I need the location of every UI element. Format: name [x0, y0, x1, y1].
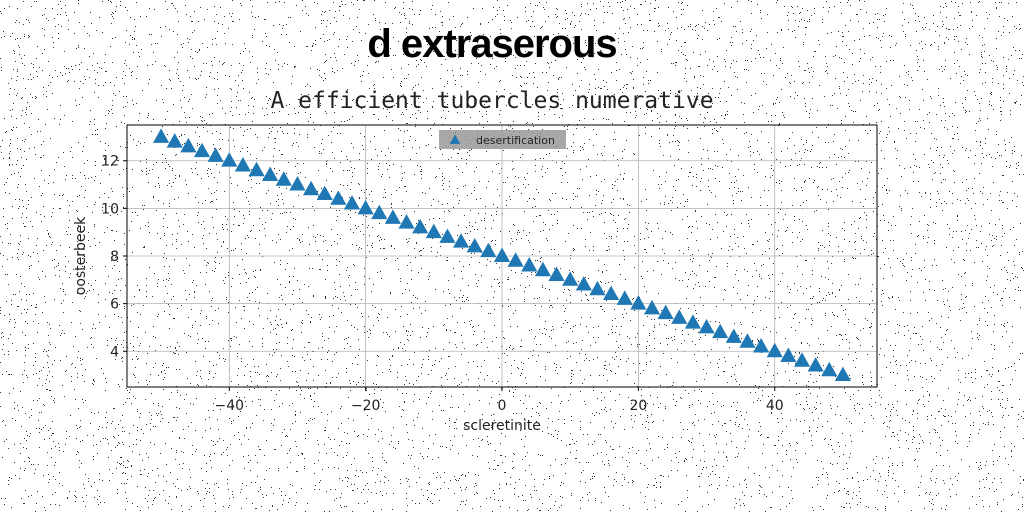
y-tick-label: 10: [101, 201, 119, 217]
data-point: [275, 171, 292, 186]
data-point: [521, 257, 538, 272]
data-point: [193, 142, 211, 158]
legend-marker-triangle-icon: [449, 134, 461, 144]
data-point: [439, 228, 456, 243]
data-point: [507, 252, 524, 267]
data-point: [357, 199, 374, 215]
data-point: [412, 218, 429, 234]
data-point: [303, 180, 320, 196]
data-point: [807, 357, 824, 372]
y-axis-label: oosterbeek: [73, 216, 89, 295]
data-point: [603, 285, 620, 301]
x-tick-label: 0: [498, 398, 507, 414]
y-tick-label: 6: [110, 297, 119, 313]
x-tick-label: 40: [766, 398, 784, 414]
data-point: [712, 323, 729, 339]
x-tick-label: 20: [629, 398, 647, 414]
data-point: [248, 161, 265, 177]
data-point: [575, 276, 592, 291]
data-point: [221, 152, 238, 167]
data-point: [330, 190, 347, 205]
data-point: [766, 342, 783, 358]
data-point: [166, 133, 183, 148]
y-tick-label: 4: [110, 344, 119, 360]
data-point: [684, 314, 701, 329]
data-point: [398, 214, 415, 229]
data-point: [834, 366, 851, 382]
data-point: [262, 166, 279, 181]
data-point: [589, 280, 606, 296]
axis-ticks: −40 −20 0 20 40 4 6 8 10 12: [101, 154, 783, 414]
data-point: [453, 233, 470, 248]
data-point: [698, 318, 715, 334]
data-point: [480, 242, 497, 258]
y-tick-label: 8: [110, 249, 119, 265]
data-point: [643, 299, 661, 315]
legend-box: [439, 130, 566, 149]
data-point: [289, 176, 306, 191]
data-point: [466, 237, 483, 253]
x-tick-label: −40: [214, 398, 244, 414]
data-point: [343, 195, 361, 210]
data-point: [180, 137, 197, 153]
figure-title: d extraserous: [367, 22, 617, 66]
data-point: [234, 156, 251, 172]
legend: desertification: [439, 130, 566, 149]
data-point: [780, 347, 797, 362]
data-point: [534, 261, 551, 277]
data-point: [425, 223, 442, 239]
chart-subtitle: A efficient tubercles numerative: [270, 88, 714, 114]
data-point: [493, 247, 511, 262]
data-point: [384, 209, 401, 224]
data-point: [657, 304, 674, 320]
data-point: [371, 204, 388, 220]
data-point: [616, 290, 633, 305]
data-point: [562, 271, 579, 286]
legend-label: desertification: [476, 134, 555, 147]
data-point: [739, 333, 756, 348]
y-tick-label: 12: [101, 154, 119, 170]
data-points: [153, 128, 851, 382]
data-point: [316, 185, 333, 201]
x-axis-label: scleretinite: [463, 418, 541, 434]
data-point: [753, 338, 770, 353]
data-point: [207, 147, 224, 162]
data-point: [671, 309, 688, 324]
data-point: [725, 328, 742, 343]
data-point: [153, 128, 170, 143]
data-point: [630, 295, 647, 310]
x-tick-label: −20: [351, 398, 381, 414]
data-point: [548, 266, 565, 282]
data-point: [821, 361, 838, 377]
data-point: [793, 352, 811, 367]
